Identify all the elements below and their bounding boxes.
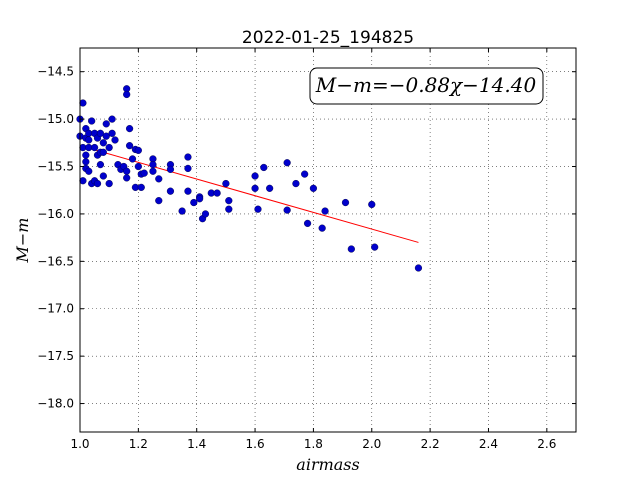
data-point <box>126 124 134 133</box>
x-tick-label: 2.4 <box>479 437 498 451</box>
data-point <box>166 187 175 195</box>
data-point <box>303 219 312 228</box>
data-point <box>318 224 326 232</box>
x-tick-label: 2.2 <box>421 437 440 451</box>
data-point <box>108 115 116 123</box>
data-point <box>196 195 204 203</box>
data-point <box>93 179 102 188</box>
data-point <box>123 174 131 182</box>
data-points <box>76 85 423 272</box>
fit-line <box>79 145 419 243</box>
data-point <box>105 179 113 188</box>
data-point <box>99 139 107 147</box>
data-point <box>123 167 131 175</box>
data-point <box>149 161 157 169</box>
chart-title: 2022-01-25_194825 <box>242 28 414 48</box>
y-tick-label: −15.0 <box>37 112 74 126</box>
data-point <box>301 170 309 178</box>
data-point <box>184 153 192 161</box>
data-point <box>134 162 142 171</box>
x-tick-label: 1.8 <box>304 437 323 451</box>
data-point <box>309 184 318 192</box>
data-point <box>341 198 350 207</box>
x-tick-label: 1.2 <box>129 437 148 451</box>
data-point <box>134 146 142 155</box>
axis-ticks: 1.0 1.2 1.4 1.6 1.8 2.0 2.2 2.4 2.6 −14.5 −15.0 −15… <box>37 48 576 451</box>
data-point <box>96 161 105 169</box>
data-point <box>82 151 90 159</box>
data-point <box>149 167 157 175</box>
y-tick-label: −18.0 <box>37 397 74 411</box>
data-point <box>108 129 116 137</box>
data-point <box>283 159 291 167</box>
data-point <box>190 198 198 207</box>
x-tick-label: 1.6 <box>246 437 265 451</box>
data-point <box>99 172 107 180</box>
data-point <box>166 165 175 173</box>
data-point <box>225 205 233 213</box>
x-tick-label: 2.6 <box>537 437 556 451</box>
data-point <box>102 132 110 140</box>
data-point <box>178 207 186 215</box>
data-point <box>371 243 379 251</box>
equation-annotation: M−m=−0.88χ−14.40 <box>309 67 544 105</box>
x-axis-label: airmass <box>296 455 359 474</box>
data-point <box>105 143 113 152</box>
data-point <box>79 177 87 185</box>
annotation-box <box>309 67 544 105</box>
y-tick-label: −16.0 <box>37 207 74 221</box>
data-point <box>79 99 87 107</box>
data-point <box>260 163 268 172</box>
data-point <box>96 129 105 137</box>
data-point <box>111 136 119 144</box>
data-point <box>99 148 107 156</box>
data-point <box>222 179 230 188</box>
data-point <box>251 172 259 180</box>
data-point <box>128 155 137 163</box>
data-point <box>225 197 233 205</box>
data-point <box>251 184 259 192</box>
data-point <box>321 207 329 215</box>
y-tick-label: −17.0 <box>37 302 74 316</box>
plot-area <box>80 48 576 432</box>
data-point <box>155 175 163 183</box>
data-point <box>184 187 192 195</box>
x-tick-label: 1.4 <box>187 437 206 451</box>
data-point <box>85 136 93 144</box>
y-tick-label: −17.5 <box>37 349 74 363</box>
y-tick-label: −14.5 <box>37 65 74 79</box>
data-point <box>254 205 262 213</box>
data-point <box>368 200 376 209</box>
data-point <box>155 197 163 205</box>
y-axis-label: M−m <box>13 218 32 264</box>
fit-line-layer <box>79 145 419 243</box>
data-point <box>140 169 148 177</box>
grid <box>79 48 576 432</box>
data-point <box>283 206 291 214</box>
data-point <box>292 179 300 188</box>
x-tick-label: 1.0 <box>70 437 89 451</box>
data-point <box>85 167 93 175</box>
x-tick-label: 2.0 <box>362 437 381 451</box>
data-point <box>126 142 134 150</box>
data-point <box>184 164 192 173</box>
data-point <box>88 117 96 125</box>
data-point <box>90 143 99 152</box>
plot-frame <box>79 47 577 433</box>
y-tick-label: −15.5 <box>37 160 74 174</box>
data-point <box>414 264 423 272</box>
annotation-text: M−m=−0.88χ−14.40 <box>315 73 537 97</box>
data-point <box>82 158 90 166</box>
data-point <box>123 90 131 99</box>
data-point <box>137 183 145 191</box>
data-point <box>347 245 355 253</box>
data-point <box>201 210 210 218</box>
data-point <box>266 184 274 192</box>
data-point <box>102 120 110 128</box>
y-tick-label: −16.5 <box>37 254 74 268</box>
data-point <box>213 189 221 197</box>
